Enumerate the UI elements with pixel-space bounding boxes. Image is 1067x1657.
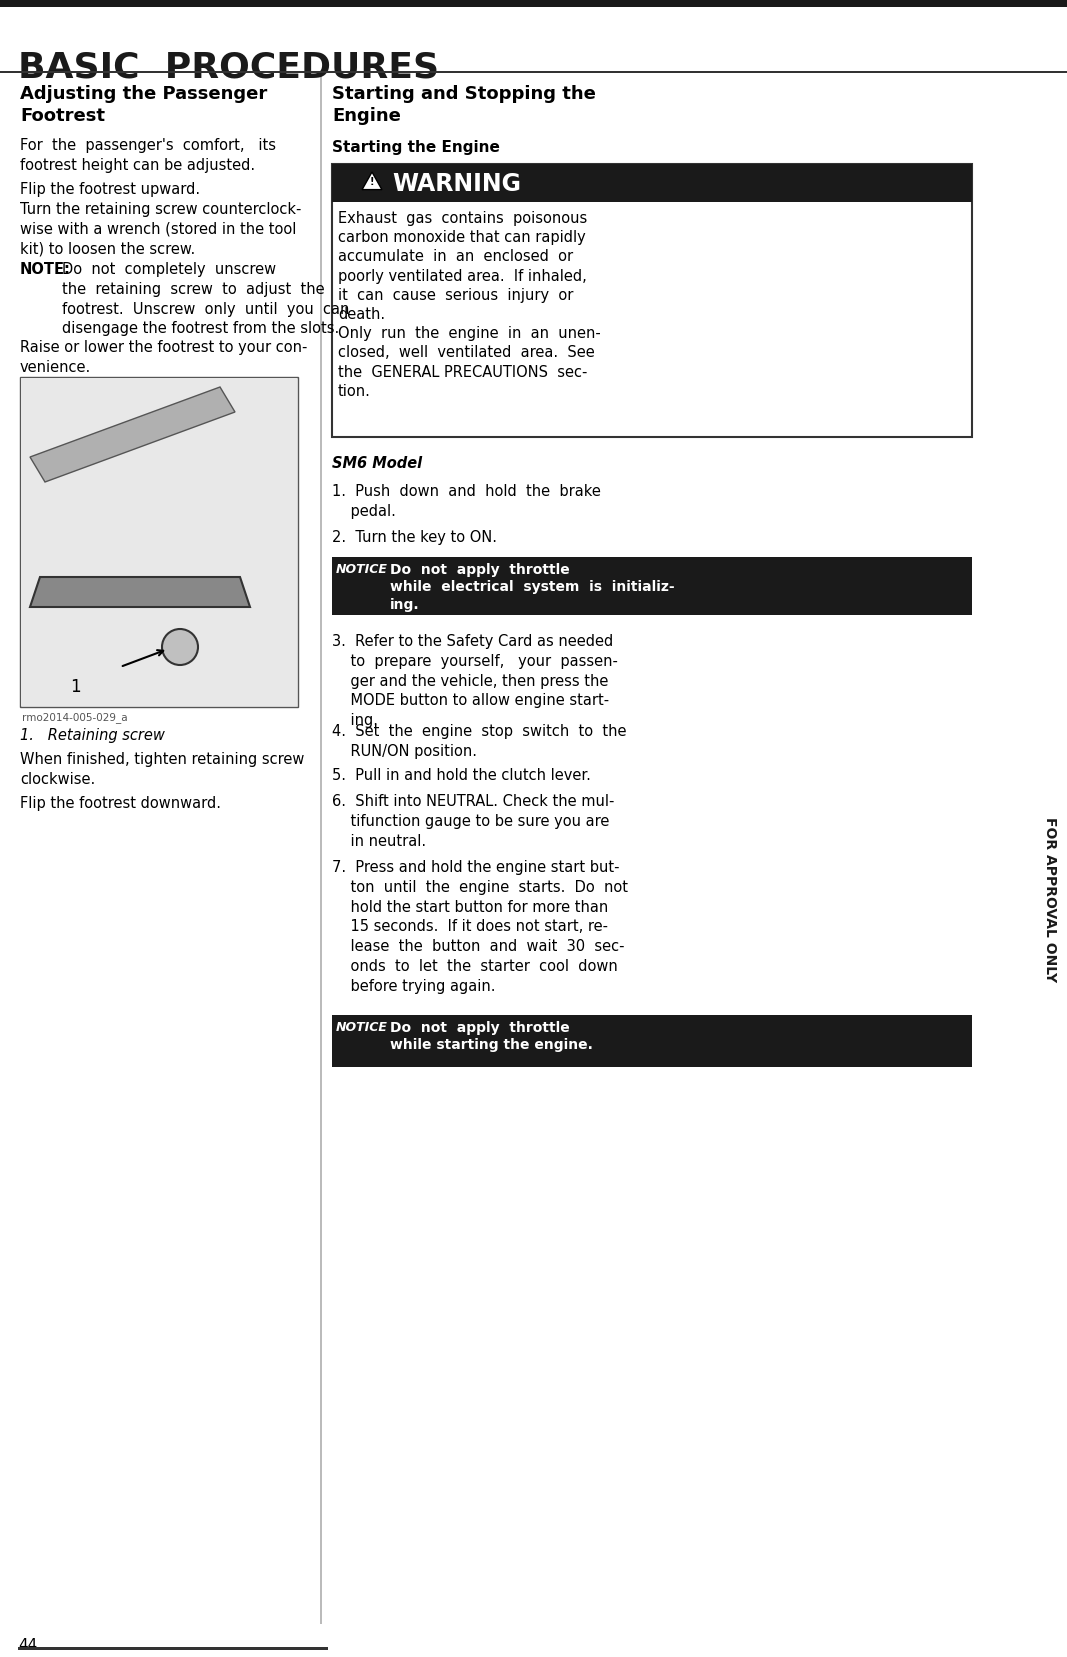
Text: rmo2014-005-029_a: rmo2014-005-029_a xyxy=(22,711,128,722)
Text: When finished, tighten retaining screw
clockwise.: When finished, tighten retaining screw c… xyxy=(20,752,304,787)
Text: Engine: Engine xyxy=(332,108,401,124)
Bar xyxy=(320,75,321,1624)
Text: !: ! xyxy=(370,177,375,187)
Text: 6.  Shift into NEUTRAL. Check the mul-
    tifunction gauge to be sure you are
 : 6. Shift into NEUTRAL. Check the mul- ti… xyxy=(332,794,615,848)
Text: Turn the retaining screw counterclock-
wise with a wrench (stored in the tool
ki: Turn the retaining screw counterclock- w… xyxy=(20,202,301,257)
Bar xyxy=(20,378,298,708)
Text: Footrest: Footrest xyxy=(20,108,105,124)
Text: 5.  Pull in and hold the clutch lever.: 5. Pull in and hold the clutch lever. xyxy=(332,767,591,782)
Bar xyxy=(332,166,972,202)
Bar xyxy=(21,379,297,706)
Text: SM6 Model: SM6 Model xyxy=(332,456,423,471)
Text: BASIC  PROCEDURES: BASIC PROCEDURES xyxy=(18,50,440,85)
Bar xyxy=(0,71,1067,75)
Text: Do  not  apply  throttle
while  electrical  system  is  initializ-
ing.: Do not apply throttle while electrical s… xyxy=(391,563,674,611)
Text: 4.  Set  the  engine  stop  switch  to  the
    RUN/ON position.: 4. Set the engine stop switch to the RUN… xyxy=(332,724,626,759)
Bar xyxy=(0,0,1067,8)
Polygon shape xyxy=(30,578,250,608)
Text: 1.  Push  down  and  hold  the  brake
    pedal.: 1. Push down and hold the brake pedal. xyxy=(332,484,601,519)
Text: Exhaust  gas  contains  poisonous
carbon monoxide that can rapidly
accumulate  i: Exhaust gas contains poisonous carbon mo… xyxy=(338,210,601,399)
Bar xyxy=(18,1647,328,1650)
Circle shape xyxy=(162,630,198,666)
Bar xyxy=(332,558,972,616)
Text: 44: 44 xyxy=(18,1637,37,1652)
Polygon shape xyxy=(362,172,382,191)
Text: Do  not  apply  throttle
while starting the engine.: Do not apply throttle while starting the… xyxy=(391,1021,593,1052)
Text: Starting and Stopping the: Starting and Stopping the xyxy=(332,85,595,103)
Text: Adjusting the Passenger: Adjusting the Passenger xyxy=(20,85,267,103)
Text: 1.   Retaining screw: 1. Retaining screw xyxy=(20,727,165,742)
Text: 3.  Refer to the Safety Card as needed
    to  prepare  yourself,   your  passen: 3. Refer to the Safety Card as needed to… xyxy=(332,633,618,727)
Polygon shape xyxy=(30,388,235,482)
Bar xyxy=(332,1016,972,1067)
Text: 7.  Press and hold the engine start but-
    ton  until  the  engine  starts.  D: 7. Press and hold the engine start but- … xyxy=(332,860,628,993)
Text: 2.  Turn the key to ON.: 2. Turn the key to ON. xyxy=(332,530,497,545)
Bar xyxy=(332,166,972,437)
Text: Starting the Engine: Starting the Engine xyxy=(332,139,499,154)
Text: Flip the footrest downward.: Flip the footrest downward. xyxy=(20,795,221,810)
Text: Flip the footrest upward.: Flip the footrest upward. xyxy=(20,182,201,197)
Text: NOTICE: NOTICE xyxy=(336,1021,388,1034)
Text: FOR APPROVAL ONLY: FOR APPROVAL ONLY xyxy=(1044,817,1057,983)
Text: NOTE:: NOTE: xyxy=(20,262,70,277)
Text: Do  not  completely  unscrew
the  retaining  screw  to  adjust  the
footrest.  U: Do not completely unscrew the retaining … xyxy=(62,262,349,336)
Text: For  the  passenger's  comfort,   its
footrest height can be adjusted.: For the passenger's comfort, its footres… xyxy=(20,138,276,172)
Text: 1: 1 xyxy=(70,678,81,696)
Text: WARNING: WARNING xyxy=(392,172,521,196)
Text: Raise or lower the footrest to your con-
venience.: Raise or lower the footrest to your con-… xyxy=(20,340,307,374)
Text: NOTICE: NOTICE xyxy=(336,563,388,575)
